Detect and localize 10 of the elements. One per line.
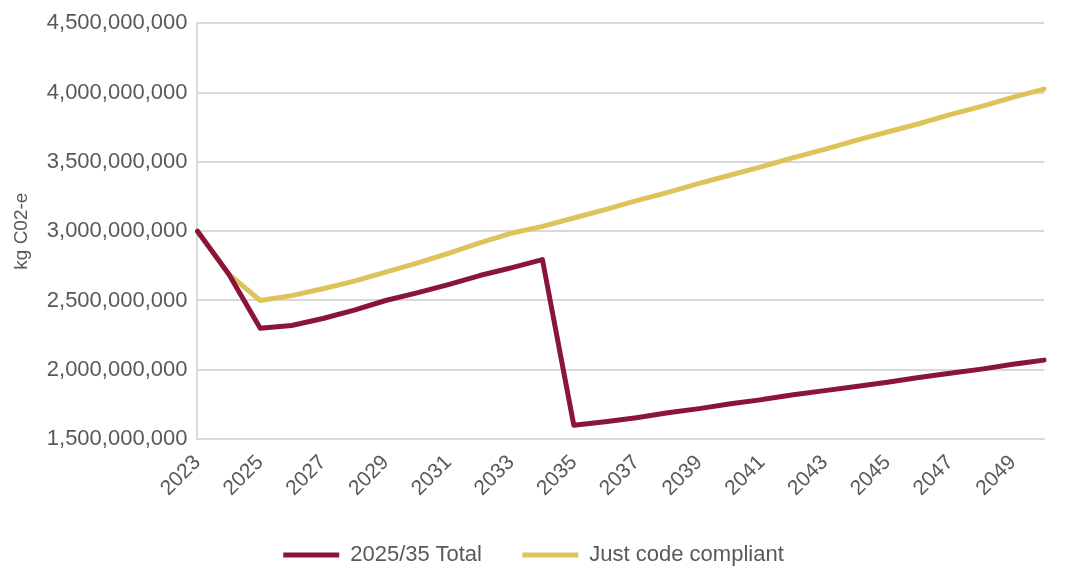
legend-label: Just code compliant xyxy=(589,541,784,567)
y-tick-label: 3,500,000,000 xyxy=(46,147,188,173)
y-tick-label: 2,000,000,000 xyxy=(46,355,188,381)
y-tick-label: 3,000,000,000 xyxy=(46,217,188,243)
y-tick-label: 4,500,000,000 xyxy=(46,9,188,35)
y-tick-label: 1,500,000,000 xyxy=(46,425,188,451)
legend-label: 2025/35 Total xyxy=(350,541,482,567)
y-axis-title: kg C02-e xyxy=(9,192,31,270)
y-tick-label: 4,000,000,000 xyxy=(46,78,188,104)
y-tick-label: 2,500,000,000 xyxy=(46,286,188,312)
